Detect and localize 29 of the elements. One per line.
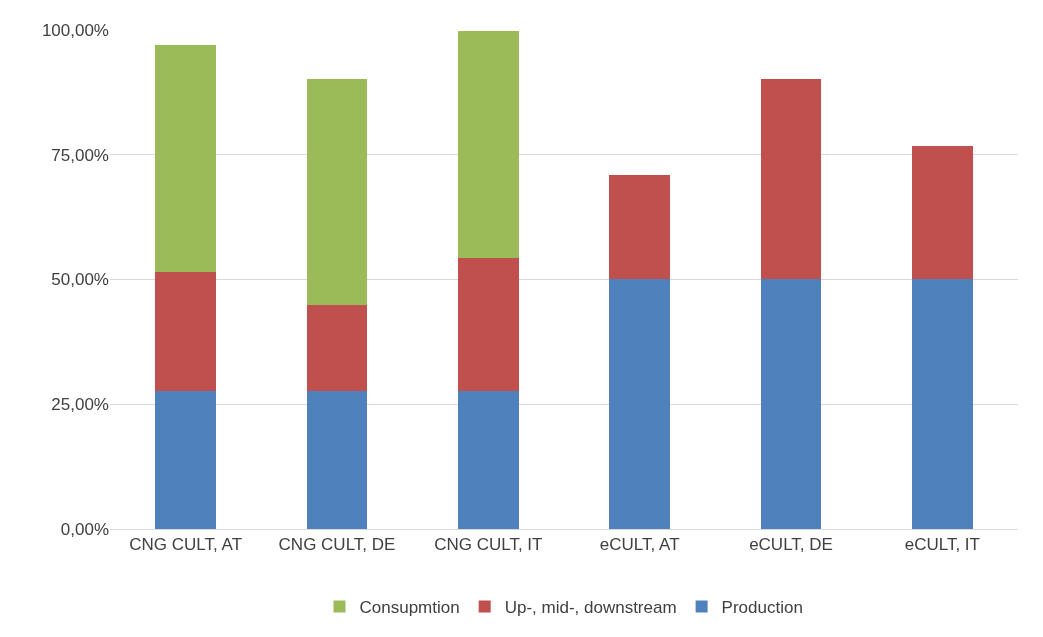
bar xyxy=(912,278,973,529)
bar xyxy=(458,390,519,529)
x-tick-label: CNG CULT, IT xyxy=(434,535,543,555)
x-tick-label: eCULT, IT xyxy=(904,535,980,555)
y-tick-label: 75,00% xyxy=(51,145,109,165)
x-tick-label: CNG CULT, AT xyxy=(129,535,243,555)
bar xyxy=(760,78,822,279)
x-tick-label: eCULT, DE xyxy=(749,535,833,555)
bar xyxy=(306,390,368,529)
bar xyxy=(155,272,216,391)
legend-label: Up-, mid-, downstream xyxy=(504,598,677,618)
bar xyxy=(155,390,216,529)
x-tick-label: CNG CULT, DE xyxy=(278,535,396,555)
bar xyxy=(609,174,670,279)
bar xyxy=(458,31,519,258)
y-tick-label: 0,00% xyxy=(60,519,109,539)
bar xyxy=(306,78,368,306)
bar xyxy=(760,278,822,529)
bar xyxy=(155,45,216,273)
legend-label: Consupmtion xyxy=(359,598,460,618)
bar xyxy=(609,278,670,529)
bar xyxy=(306,305,368,391)
y-tick-label: 25,00% xyxy=(51,395,109,415)
legend-label: Production xyxy=(721,598,803,618)
bar xyxy=(912,146,973,279)
y-tick-label: 100,00% xyxy=(41,20,109,40)
y-tick-label: 50,00% xyxy=(51,270,109,290)
bar xyxy=(458,257,519,391)
x-tick-label: eCULT, AT xyxy=(599,535,680,555)
